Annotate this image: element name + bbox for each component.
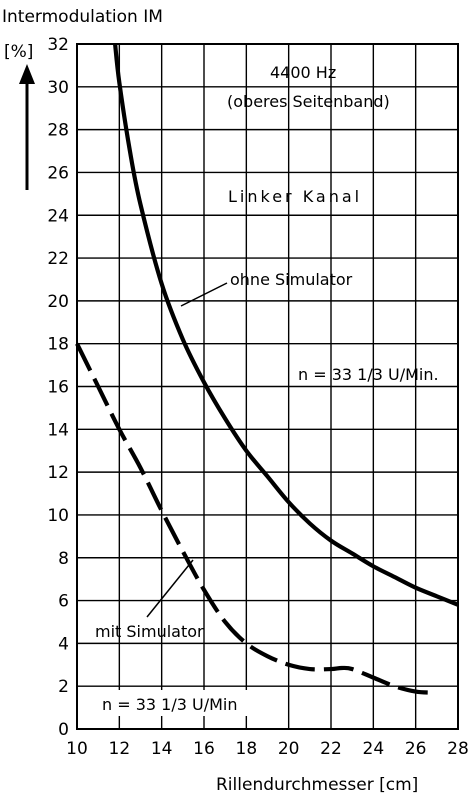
x-tick-label-3: 16 [193, 739, 215, 759]
series-line-0 [113, 43, 459, 607]
y-tick-label-2: 4 [58, 634, 69, 654]
annotation-channel: Linker Kanal [228, 187, 362, 206]
y-tick-label-14: 28 [47, 121, 69, 141]
x-tick-label-9: 28 [447, 739, 469, 759]
y-tick-label-1: 2 [58, 677, 69, 697]
plot-frame [76, 43, 459, 730]
annotation-speed-bottom: n = 33 1/3 U/Min [102, 695, 238, 714]
x-axis-title: Rillendurchmesser [cm] [216, 775, 418, 795]
y-tick-label-9: 18 [47, 335, 69, 355]
legend-mit-simulator: mit Simulator [95, 622, 204, 641]
x-tick-label-6: 22 [320, 739, 342, 759]
annotation-band: (oberes Seitenband) [227, 92, 390, 111]
series-line-1 [75, 342, 433, 695]
y-axis-arrow-icon [19, 64, 35, 190]
y-tick-label-16: 32 [47, 35, 69, 55]
y-axis-title: Intermodulation IM [2, 7, 163, 27]
y-tick-label-6: 12 [47, 463, 69, 483]
y-tick-label-8: 16 [47, 378, 69, 398]
y-tick-label-7: 14 [47, 420, 69, 440]
y-tick-label-11: 22 [47, 249, 69, 269]
y-tick-label-15: 30 [47, 78, 69, 98]
series-lines [75, 43, 459, 695]
leader-mit-simulator [146, 559, 194, 618]
x-tick-label-2: 14 [151, 739, 173, 759]
leader-ohne-simulator [180, 282, 228, 307]
y-tick-label-10: 20 [47, 292, 69, 312]
y-axis-unit: [%] [4, 42, 33, 62]
y-tick-label-4: 8 [58, 549, 69, 569]
x-tick-label-1: 12 [109, 739, 131, 759]
grid [76, 43, 459, 730]
annotation-frequency: 4400 Hz [270, 63, 336, 82]
y-tick-label-3: 6 [58, 592, 69, 612]
legend-ohne-simulator: ohne Simulator [230, 270, 353, 289]
x-tick-label-8: 26 [405, 739, 427, 759]
y-tick-label-13: 26 [47, 163, 69, 183]
x-tick-label-4: 18 [236, 739, 258, 759]
x-tick-label-7: 24 [363, 739, 385, 759]
x-tick-labels: 10 12 14 16 18 20 22 24 26 28 [66, 739, 469, 759]
x-tick-label-5: 20 [278, 739, 300, 759]
annotation-speed-top: n = 33 1/3 U/Min. [298, 365, 439, 384]
y-tick-label-12: 24 [47, 206, 69, 226]
x-tick-label-0: 10 [66, 739, 88, 759]
y-tick-label-0: 0 [58, 720, 69, 740]
annotation-speed-bottom-bg [96, 690, 248, 716]
y-tick-label-5: 10 [47, 506, 69, 526]
